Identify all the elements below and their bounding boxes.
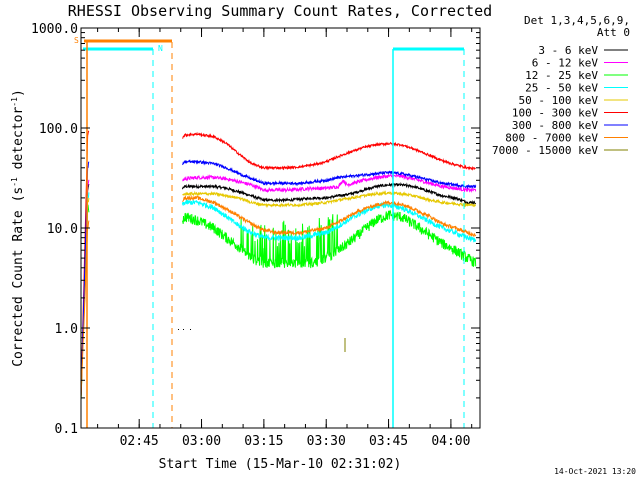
legend-label: 3 - 6 keV	[538, 44, 598, 57]
legend-label: 6 - 12 keV	[532, 57, 599, 70]
series-layer	[80, 130, 477, 401]
y-tick-label: 10.0	[47, 222, 78, 237]
x-tick-label: 03:00	[182, 434, 221, 449]
legend-label: 300 - 800 keV	[512, 119, 598, 132]
legend-label: 800 - 7000 keV	[505, 132, 598, 145]
legend-label: 100 - 300 keV	[512, 107, 598, 120]
axis-layer: 1000.0 100.0 10.0 1.0 0.1 02:45 03:00 03:15 03:3…	[31, 22, 480, 449]
series-line	[182, 131, 476, 171]
x-tick-label: 03:15	[244, 434, 283, 449]
series-line	[182, 190, 476, 208]
data-dot	[178, 329, 179, 330]
legend-header-line1: Det 1,3,4,5,6,9,	[524, 14, 630, 27]
y-tick-label: 1.0	[55, 322, 78, 337]
y-tick-label: 100.0	[39, 122, 78, 137]
x-tick-label: 02:45	[120, 434, 159, 449]
data-dot	[183, 329, 184, 330]
y-tick-label: 0.1	[55, 422, 78, 437]
legend-header-line2: Att 0	[597, 26, 630, 39]
series-line	[181, 209, 477, 269]
legend-label: 25 - 50 keV	[525, 82, 598, 95]
series-line	[181, 198, 477, 243]
x-tick-label: 04:00	[431, 434, 470, 449]
legend-label: 12 - 25 keV	[525, 69, 598, 82]
series-line	[182, 173, 477, 194]
flag-s-label: S	[74, 36, 79, 45]
x-tick-label: 03:30	[307, 434, 346, 449]
series-line	[181, 181, 477, 205]
x-tick-label: 03:45	[369, 434, 408, 449]
flag-n-label: N	[158, 44, 163, 53]
legend-label: 50 - 100 keV	[519, 94, 599, 107]
legend-label: 7000 - 15000 keV	[492, 144, 598, 157]
timestamp: 14-Oct-2021 13:20	[554, 467, 636, 476]
series-line	[182, 194, 477, 238]
data-dot	[190, 329, 191, 330]
y-tick-label: 1000.0	[31, 22, 78, 37]
y-axis-label: Corrected Count Rate (s-1 detector-1)	[10, 89, 26, 367]
chart-title: RHESSI Observing Summary Count Rates, Co…	[68, 2, 492, 20]
x-axis-label: Start Time (15-Mar-10 02:31:02)	[159, 457, 402, 472]
series-line	[182, 159, 477, 190]
